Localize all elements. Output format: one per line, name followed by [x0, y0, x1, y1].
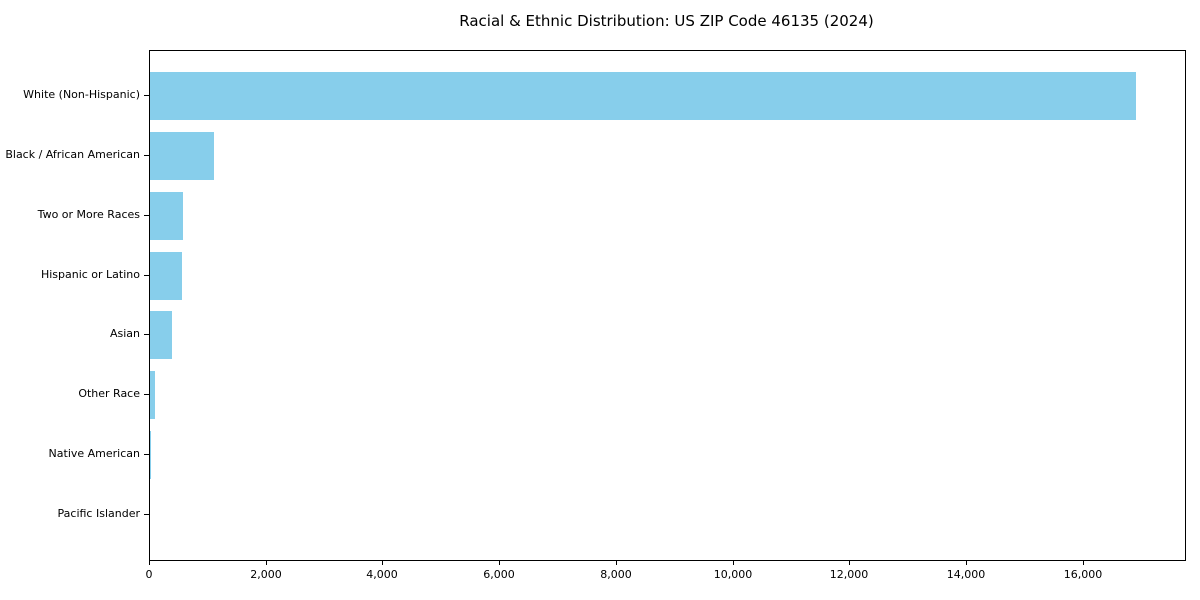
- bar: [150, 132, 215, 180]
- x-tick-mark: [499, 560, 500, 565]
- y-tick-mark: [144, 394, 149, 395]
- x-tick-label: 10,000: [713, 568, 753, 581]
- y-tick-mark: [144, 215, 149, 216]
- x-tick-mark: [149, 560, 150, 565]
- y-tick-label: Hispanic or Latino: [40, 268, 140, 281]
- y-tick-label: Asian: [109, 327, 140, 340]
- y-tick-mark: [144, 95, 149, 96]
- x-tick-mark: [382, 560, 383, 565]
- x-tick-label: 0: [145, 568, 153, 581]
- bar: [150, 72, 1136, 120]
- bar: [150, 192, 183, 240]
- y-tick-mark: [144, 155, 149, 156]
- y-tick-label: Black / African American: [5, 148, 140, 161]
- bar: [150, 311, 172, 359]
- x-tick-mark: [266, 560, 267, 565]
- x-tick-label: 16,000: [1063, 568, 1103, 581]
- x-tick-label: 8,000: [600, 568, 632, 581]
- y-tick-label: Two or More Races: [37, 208, 140, 221]
- y-tick-mark: [144, 334, 149, 335]
- x-tick-label: 2,000: [250, 568, 282, 581]
- x-tick-mark: [849, 560, 850, 565]
- y-tick-label: White (Non-Hispanic): [23, 88, 140, 101]
- bar: [150, 371, 156, 419]
- y-tick-mark: [144, 454, 149, 455]
- x-tick-mark: [733, 560, 734, 565]
- x-tick-mark: [616, 560, 617, 565]
- x-tick-label: 12,000: [829, 568, 869, 581]
- bar: [150, 252, 182, 300]
- bar: [150, 431, 152, 479]
- y-tick-label: Native American: [48, 447, 140, 460]
- chart-title: Racial & Ethnic Distribution: US ZIP Cod…: [459, 12, 874, 30]
- x-tick-label: 6,000: [483, 568, 515, 581]
- plot-area: [149, 50, 1186, 561]
- y-tick-mark: [144, 275, 149, 276]
- y-tick-label: Other Race: [78, 387, 140, 400]
- x-tick-mark: [966, 560, 967, 565]
- x-tick-mark: [1083, 560, 1084, 565]
- x-tick-label: 4,000: [366, 568, 398, 581]
- x-tick-label: 14,000: [946, 568, 986, 581]
- y-tick-mark: [144, 514, 149, 515]
- y-tick-label: Pacific Islander: [57, 507, 140, 520]
